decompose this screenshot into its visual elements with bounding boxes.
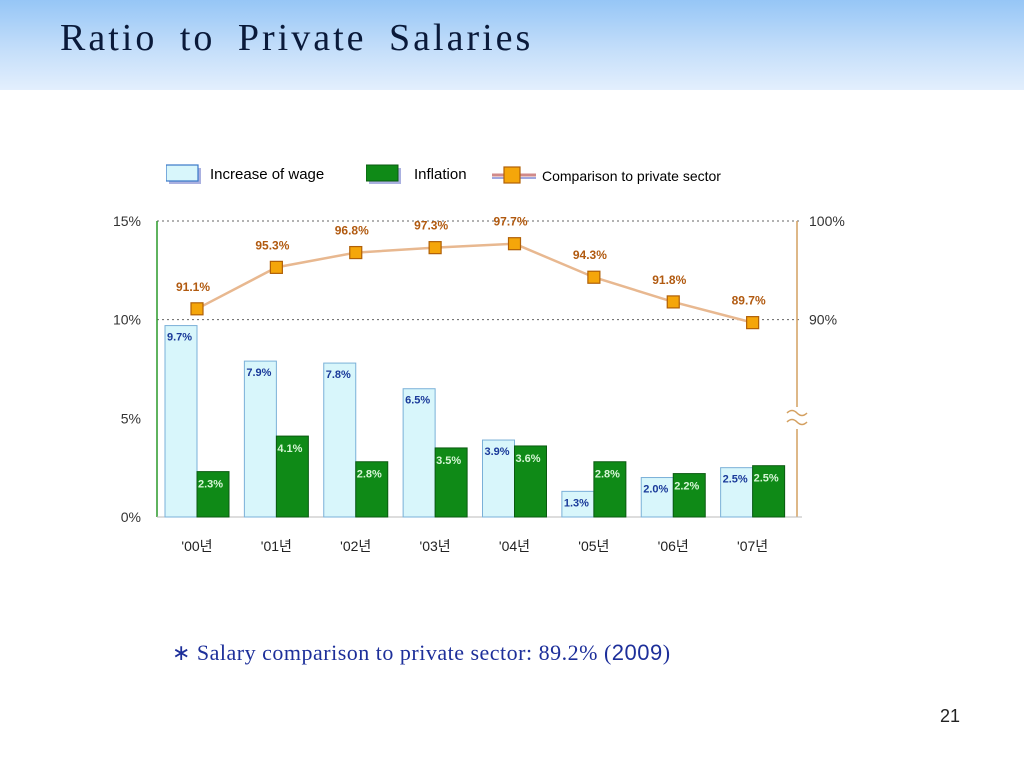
slide-title: Ratio to Private Salaries <box>60 17 534 59</box>
private-sector-label: 96.8% <box>335 224 369 238</box>
y-right-tick-label: 100% <box>809 213 845 229</box>
y-left-tick-label: 5% <box>121 410 141 426</box>
bar-inflation <box>355 461 389 518</box>
bar-inflation-label: 2.8% <box>357 469 382 481</box>
private-sector-marker <box>269 260 283 274</box>
bar-wage <box>164 325 198 518</box>
bar-inflation <box>593 461 627 518</box>
legend-label-wage: Increase of wage <box>210 166 325 183</box>
wage-inflation-chart: 0% 5% 10% 15% 90% 100% 9.7% 2.3% '00년 7.9% 4.1% '01… <box>113 213 845 554</box>
footnote-year: 2009 <box>611 640 663 665</box>
legend-swatch-inflation <box>365 164 402 186</box>
bar-inflation-label: 2.8% <box>595 469 620 481</box>
axis-break-mark <box>786 409 808 426</box>
private-sector-marker <box>349 245 363 260</box>
private-sector-line <box>196 242 753 324</box>
bar-wage <box>323 362 357 518</box>
x-tick-label: '06년 <box>658 538 689 554</box>
x-tick-label: '05년 <box>578 538 609 554</box>
private-sector-label: 91.8% <box>652 273 686 287</box>
bar-wage <box>561 490 595 518</box>
footnote-close: ) <box>662 640 671 665</box>
y-left-tick-label: 15% <box>113 213 141 229</box>
legend-swatch-private <box>490 164 538 186</box>
legend-label-private: Comparison to private sector <box>542 168 721 184</box>
page-number: 21 <box>939 706 960 726</box>
bar-wage-label: 2.5% <box>723 474 748 486</box>
bar-wage-label: 9.7% <box>167 332 192 344</box>
bar-inflation-label: 2.2% <box>674 481 699 493</box>
private-sector-label: 95.3% <box>255 238 289 252</box>
private-sector-marker <box>428 241 442 255</box>
bar-inflation <box>275 435 309 518</box>
x-tick-label: '01년 <box>261 538 292 554</box>
private-sector-label: 91.1% <box>176 280 210 294</box>
bar-inflation-label: 4.1% <box>277 443 302 455</box>
private-sector-label: 97.7% <box>493 215 527 229</box>
y-right-tick-label: 90% <box>809 312 837 328</box>
bar-wage-label: 3.9% <box>485 446 510 458</box>
bar-wage-label: 1.3% <box>564 497 589 509</box>
bar-wage-label: 7.9% <box>246 367 271 379</box>
private-sector-label: 89.7% <box>732 294 766 308</box>
title-bar: Ratio to Private Salaries <box>0 0 1024 90</box>
bar-wage <box>243 360 277 518</box>
footnote: ∗ Salary comparison to private sector: 8… <box>172 640 671 666</box>
x-tick-label: '07년 <box>737 538 768 554</box>
bar-wage-label: 2.0% <box>643 484 668 496</box>
bar-wage-label: 6.5% <box>405 395 430 407</box>
bar-inflation-label: 3.5% <box>436 455 461 467</box>
bar-inflation <box>514 445 547 518</box>
y-left-tick-label: 0% <box>121 509 141 525</box>
bar-wage <box>720 467 754 518</box>
bar-wage <box>402 388 436 518</box>
private-sector-marker <box>746 316 760 330</box>
x-tick-label: '03년 <box>420 538 451 554</box>
private-sector-label: 94.3% <box>573 248 607 262</box>
x-tick-label: '04년 <box>499 538 530 554</box>
axis-break-mask <box>787 407 807 429</box>
bar-wage-label: 7.8% <box>326 369 351 381</box>
legend-swatch-wage <box>165 164 202 186</box>
private-sector-marker <box>587 270 601 284</box>
bar-inflation <box>196 471 230 518</box>
x-tick-label: '02년 <box>340 538 371 554</box>
footnote-text: ∗ Salary comparison to private sector: 8… <box>172 640 612 665</box>
bar-inflation-label: 3.6% <box>516 453 541 465</box>
y-left-tick-label: 10% <box>113 312 141 328</box>
bar-inflation-label: 2.3% <box>198 479 223 491</box>
private-sector-label: 97.3% <box>414 219 448 233</box>
legend-label-inflation: Inflation <box>414 166 467 183</box>
x-tick-label: '00년 <box>181 538 212 554</box>
private-sector-marker <box>666 295 680 309</box>
private-sector-marker <box>190 302 204 316</box>
bar-inflation <box>752 465 786 518</box>
bar-inflation-label: 2.5% <box>754 473 779 485</box>
private-sector-marker <box>507 237 522 251</box>
bar-inflation <box>672 473 706 518</box>
bar-inflation <box>434 447 468 518</box>
